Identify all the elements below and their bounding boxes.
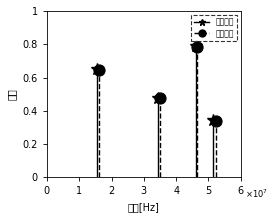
Y-axis label: 幅値: 幅値 [7, 88, 17, 100]
Text: $\times10^{7}$: $\times10^{7}$ [245, 187, 268, 200]
Legend: 实际参数, 估计参数: 实际参数, 估计参数 [191, 15, 237, 41]
X-axis label: 频率[Hz]: 频率[Hz] [128, 202, 160, 212]
